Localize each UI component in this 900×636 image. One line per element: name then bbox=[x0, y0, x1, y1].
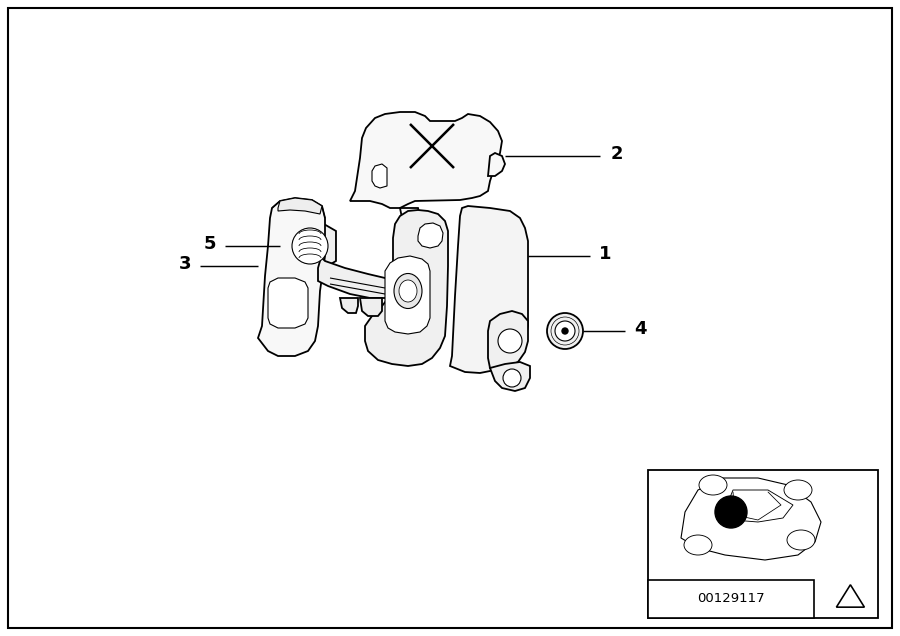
Circle shape bbox=[555, 321, 575, 341]
Polygon shape bbox=[258, 198, 325, 356]
Ellipse shape bbox=[394, 273, 422, 308]
Text: 00129117: 00129117 bbox=[697, 592, 765, 605]
Circle shape bbox=[503, 369, 521, 387]
Text: 1: 1 bbox=[598, 245, 611, 263]
Polygon shape bbox=[385, 256, 430, 334]
Text: 3: 3 bbox=[179, 255, 191, 273]
Ellipse shape bbox=[787, 530, 815, 550]
Polygon shape bbox=[372, 164, 387, 188]
Polygon shape bbox=[681, 478, 821, 560]
Circle shape bbox=[715, 496, 747, 528]
Polygon shape bbox=[284, 216, 336, 276]
Polygon shape bbox=[278, 198, 322, 214]
Text: 5: 5 bbox=[203, 235, 216, 253]
Polygon shape bbox=[340, 298, 358, 313]
Text: 2: 2 bbox=[611, 145, 623, 163]
Circle shape bbox=[562, 328, 568, 334]
Text: 4: 4 bbox=[634, 320, 646, 338]
Circle shape bbox=[547, 313, 583, 349]
Ellipse shape bbox=[784, 480, 812, 500]
Polygon shape bbox=[490, 362, 530, 391]
Circle shape bbox=[498, 329, 522, 353]
Polygon shape bbox=[488, 153, 505, 176]
Polygon shape bbox=[365, 210, 448, 366]
Polygon shape bbox=[400, 208, 420, 226]
Ellipse shape bbox=[399, 280, 417, 302]
Polygon shape bbox=[268, 278, 308, 328]
Ellipse shape bbox=[684, 535, 712, 555]
Polygon shape bbox=[723, 490, 793, 522]
Polygon shape bbox=[836, 584, 864, 607]
Bar bbox=[648, 579, 814, 618]
Circle shape bbox=[292, 228, 328, 264]
Polygon shape bbox=[450, 206, 528, 373]
Ellipse shape bbox=[699, 475, 727, 495]
Polygon shape bbox=[488, 311, 528, 368]
Bar bbox=[648, 470, 878, 618]
Polygon shape bbox=[418, 223, 443, 248]
Polygon shape bbox=[318, 256, 395, 298]
Polygon shape bbox=[360, 298, 382, 316]
Polygon shape bbox=[350, 112, 502, 208]
